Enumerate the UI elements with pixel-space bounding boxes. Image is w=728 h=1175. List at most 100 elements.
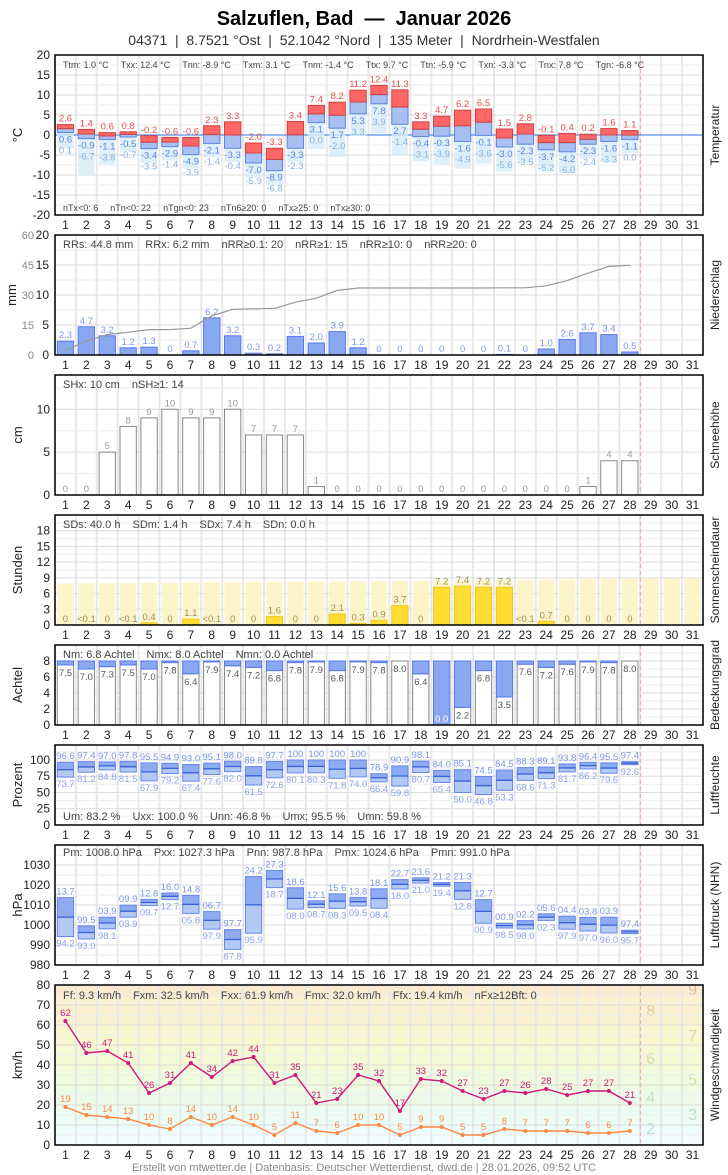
mean-label: 9 bbox=[439, 1114, 444, 1125]
snow-label: 10 bbox=[165, 398, 176, 409]
stat-text: SHx: 10 cm bbox=[63, 379, 120, 391]
gust-label: 27 bbox=[583, 1078, 594, 1089]
x-tick-label: 31 bbox=[686, 358, 700, 372]
stat-text: Txx: 12.4 °C bbox=[121, 60, 171, 70]
max-label: 03.9 bbox=[98, 906, 117, 917]
x-tick-label: 17 bbox=[393, 1148, 407, 1162]
tmin-label: -2.3 bbox=[580, 146, 596, 157]
x-tick-label: 17 bbox=[393, 498, 407, 512]
tmin-bar bbox=[349, 101, 367, 115]
x-tick-label: 26 bbox=[581, 628, 595, 642]
range-lower-bar bbox=[474, 910, 493, 924]
cloud-label: 7.6 bbox=[561, 667, 574, 678]
tmax-bar bbox=[433, 115, 451, 127]
mean-point bbox=[188, 1115, 193, 1119]
max-label: 95.5 bbox=[600, 752, 619, 763]
clear-sky-bar bbox=[516, 660, 534, 665]
stat-text: nRR≥0.1: 20 bbox=[221, 239, 283, 251]
sunshine-label: <0.1 bbox=[119, 614, 138, 625]
tground-label: -6.0 bbox=[559, 165, 575, 176]
min-label: 82.0 bbox=[223, 774, 242, 785]
stat-text: Nmn: 0.0 Achtel bbox=[236, 649, 314, 661]
x-tick-label: 7 bbox=[188, 358, 195, 372]
precip-label: 3.7 bbox=[581, 322, 594, 333]
range-lower-bar bbox=[328, 768, 346, 779]
x-tick-label: 14 bbox=[331, 968, 345, 982]
y-tick-label: 0 bbox=[43, 718, 50, 732]
mean-point bbox=[481, 1133, 486, 1137]
x-tick-label: 29 bbox=[644, 728, 658, 742]
stat-text: Tnn: -8.9 °C bbox=[182, 60, 231, 70]
y-tick-label: 5 bbox=[43, 445, 50, 459]
stat-text: nRR≥10: 0 bbox=[360, 239, 413, 251]
min-label: 19.4 bbox=[432, 888, 451, 899]
x-tick-label: 31 bbox=[686, 968, 700, 982]
cloud-label: 7.8 bbox=[602, 666, 615, 677]
possible-sunshine-bar bbox=[517, 579, 534, 625]
snow-label: 0 bbox=[523, 484, 528, 495]
clear-sky-bar bbox=[98, 660, 116, 668]
precip-label: 4.7 bbox=[80, 316, 93, 327]
range-upper-bar bbox=[77, 925, 96, 933]
x-tick-label: 7 bbox=[188, 968, 195, 982]
y-tick-label: 1030 bbox=[23, 858, 50, 872]
tmin-bar bbox=[579, 138, 597, 145]
x-tick-label: 17 bbox=[393, 728, 407, 742]
y-tick-label: 980 bbox=[30, 958, 50, 972]
tmin-bar bbox=[516, 133, 534, 145]
x-tick-label: 13 bbox=[310, 628, 324, 642]
gust-label: 27 bbox=[604, 1078, 615, 1089]
snow-bar bbox=[98, 451, 116, 496]
possible-sunshine-bar bbox=[140, 582, 158, 625]
tmin-label: 7.8 bbox=[372, 106, 385, 117]
max-label: 05.6 bbox=[537, 903, 556, 914]
y-tick-label: 30 bbox=[37, 1078, 51, 1092]
x-tick-label: 2 bbox=[83, 498, 90, 512]
x-tick-label: 18 bbox=[414, 968, 428, 982]
tmax-bar bbox=[286, 120, 305, 136]
min-label: 97.0 bbox=[579, 933, 598, 944]
tmin-bar bbox=[370, 94, 388, 105]
y-axis-title: km/h bbox=[10, 1051, 25, 1079]
snow-label: 0 bbox=[544, 484, 549, 495]
x-tick-label: 30 bbox=[665, 828, 679, 842]
cloud-label: 7.5 bbox=[122, 668, 135, 679]
x-tick-label: 27 bbox=[602, 358, 616, 372]
x-tick-label: 9 bbox=[229, 728, 236, 742]
max-label: 04.4 bbox=[558, 905, 577, 916]
tmax-label: -0.6 bbox=[183, 126, 199, 137]
x-tick-label: 1 bbox=[62, 358, 69, 372]
x-tick-label: 25 bbox=[560, 1148, 574, 1162]
station-subtitle: 04371 | 8.7521 °Ost | 52.1042 °Nord | 13… bbox=[128, 32, 599, 48]
cumulative-precip-line bbox=[65, 264, 630, 351]
precip-label: 3.2 bbox=[101, 325, 114, 336]
mean-label: 6 bbox=[585, 1120, 590, 1131]
gust-label: 44 bbox=[248, 1044, 259, 1055]
possible-sunshine-bar bbox=[412, 580, 429, 625]
x-tick-label: 24 bbox=[540, 218, 554, 232]
tground-label: -3.6 bbox=[475, 148, 491, 159]
y-tick-label: 20 bbox=[37, 48, 51, 62]
range-upper-bar bbox=[307, 759, 325, 767]
x-tick-label: 19 bbox=[435, 358, 449, 372]
min-label: 77.6 bbox=[203, 777, 222, 788]
y-tick-label: 10 bbox=[37, 402, 51, 416]
mean-label: 11 bbox=[290, 1110, 300, 1121]
x-tick-label: 9 bbox=[229, 628, 236, 642]
y-tick-label: 1020 bbox=[23, 878, 50, 892]
tground-label: -3.9 bbox=[434, 149, 450, 160]
x-tick-label: 22 bbox=[498, 968, 512, 982]
x-tick-label: 19 bbox=[435, 728, 449, 742]
tground-label: -3.5 bbox=[517, 157, 533, 168]
possible-sunshine-bar bbox=[663, 578, 680, 625]
mean-label: 7 bbox=[544, 1118, 549, 1129]
x-tick-label: 30 bbox=[665, 498, 679, 512]
tmax-bar bbox=[77, 128, 96, 135]
max-label: 21.3 bbox=[453, 871, 472, 882]
tmax-label: 11.3 bbox=[391, 79, 409, 90]
mean-point bbox=[502, 1127, 507, 1131]
min-label: 18.7 bbox=[265, 890, 284, 901]
tmin-label: 2.7 bbox=[393, 126, 406, 137]
